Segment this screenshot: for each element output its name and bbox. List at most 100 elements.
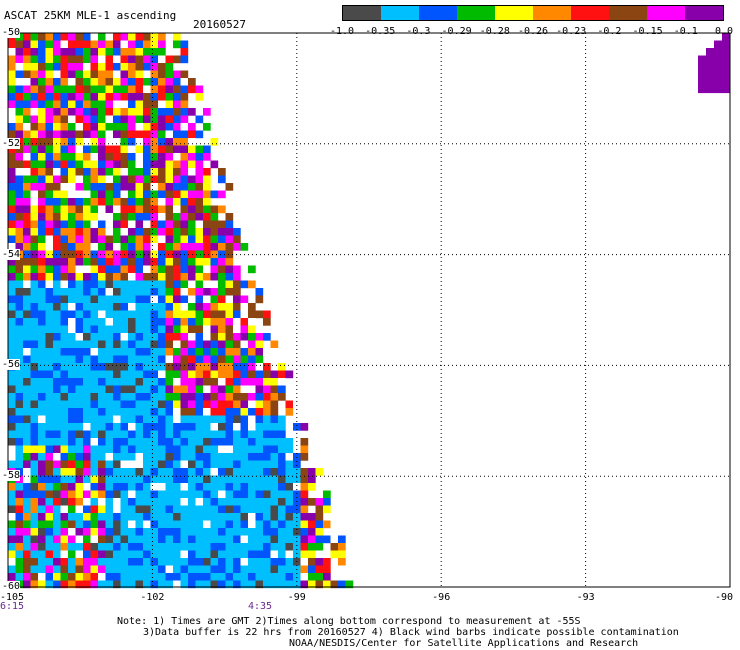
- wind-cell: [113, 265, 121, 274]
- wind-cell: [203, 250, 211, 259]
- wind-cell: [240, 438, 249, 446]
- wind-cell: [45, 325, 54, 334]
- wind-cell: [68, 318, 76, 326]
- wind-cell: [135, 505, 144, 514]
- wind-cell: [270, 393, 279, 401]
- wind-cell: [240, 280, 249, 289]
- wind-cell: [218, 580, 226, 589]
- wind-cell: [210, 190, 219, 199]
- wind-cell: [270, 445, 279, 454]
- wind-cell: [203, 325, 211, 334]
- wind-cell: [263, 378, 271, 386]
- wind-cell: [23, 415, 31, 424]
- wind-cell: [30, 145, 39, 154]
- wind-cell: [323, 505, 331, 514]
- wind-cell: [75, 370, 84, 379]
- wind-cell: [75, 348, 84, 356]
- wind-cell: [135, 63, 144, 71]
- wind-cell: [90, 505, 99, 514]
- wind-cell: [105, 108, 114, 116]
- wind-cell: [203, 483, 211, 491]
- wind-cell: [120, 70, 129, 79]
- wind-cell: [90, 123, 99, 131]
- wind-cell: [53, 423, 61, 431]
- wind-cell: [15, 528, 24, 536]
- wind-cell: [293, 573, 301, 581]
- wind-cell: [60, 340, 69, 349]
- wind-cell: [293, 468, 301, 476]
- wind-cell: [158, 70, 166, 79]
- wind-cell: [218, 243, 226, 251]
- wind-cell: [8, 393, 16, 401]
- wind-cell: [150, 460, 159, 469]
- wind-cell: [240, 393, 249, 401]
- wind-cell: [8, 535, 16, 544]
- wind-cell: [60, 213, 69, 221]
- wind-cell: [23, 220, 31, 229]
- wind-cell: [188, 295, 196, 304]
- wind-cell: [165, 453, 174, 461]
- wind-cell: [180, 408, 189, 416]
- wind-cell: [68, 243, 76, 251]
- wind-cell: [15, 393, 24, 401]
- wind-cell: [218, 460, 226, 469]
- wind-cell: [128, 130, 136, 139]
- wind-cell: [135, 48, 144, 56]
- wind-cell: [38, 55, 46, 64]
- wind-cell: [210, 363, 219, 371]
- wind-cell: [105, 48, 114, 56]
- wind-cell: [23, 543, 31, 551]
- wind-cell: [143, 130, 151, 139]
- wind-cell: [233, 303, 241, 311]
- wind-cell: [165, 85, 174, 94]
- wind-cell: [30, 100, 39, 109]
- wind-cell: [53, 108, 61, 116]
- wind-cell: [255, 565, 264, 574]
- wind-cell: [98, 85, 106, 94]
- colorbar-swatch: [533, 6, 571, 20]
- wind-cell: [255, 475, 264, 484]
- wind-cell: [75, 453, 84, 461]
- wind-cell: [113, 318, 121, 326]
- wind-cell: [53, 408, 61, 416]
- wind-cell: [308, 468, 316, 476]
- wind-cell: [143, 573, 151, 581]
- wind-cell: [83, 528, 91, 536]
- wind-cell: [135, 535, 144, 544]
- wind-cell: [263, 558, 271, 566]
- wind-cell: [233, 498, 241, 506]
- wind-cell: [38, 550, 46, 559]
- wind-cell: [23, 198, 31, 206]
- wind-cell: [195, 310, 204, 319]
- wind-cell: [45, 130, 54, 139]
- wind-cell: [75, 310, 84, 319]
- wind-cell: [38, 408, 46, 416]
- wind-cell: [188, 325, 196, 334]
- wind-cell: [83, 100, 91, 109]
- wind-cell: [225, 235, 234, 244]
- wind-cell: [128, 460, 136, 469]
- wind-cell: [38, 490, 46, 499]
- wind-cell: [248, 513, 256, 521]
- wind-cell: [113, 385, 121, 394]
- wind-cell: [218, 550, 226, 559]
- wind-cell: [98, 153, 106, 161]
- wind-cell: [83, 543, 91, 551]
- wind-cell: [135, 528, 144, 536]
- wind-cell: [105, 288, 114, 296]
- wind-cell: [8, 235, 16, 244]
- wind-cell: [120, 213, 129, 221]
- wind-cell: [45, 243, 54, 251]
- wind-cell: [83, 243, 91, 251]
- wind-cell: [83, 535, 91, 544]
- wind-cell: [105, 355, 114, 364]
- wind-cell: [38, 258, 46, 266]
- wind-cell: [120, 520, 129, 529]
- wind-cell: [270, 408, 279, 416]
- wind-cell: [105, 483, 114, 491]
- wind-cell: [120, 280, 129, 289]
- wind-cell: [255, 430, 264, 439]
- wind-cell: [150, 40, 159, 49]
- wind-cell: [38, 40, 46, 49]
- wind-cell: [143, 415, 151, 424]
